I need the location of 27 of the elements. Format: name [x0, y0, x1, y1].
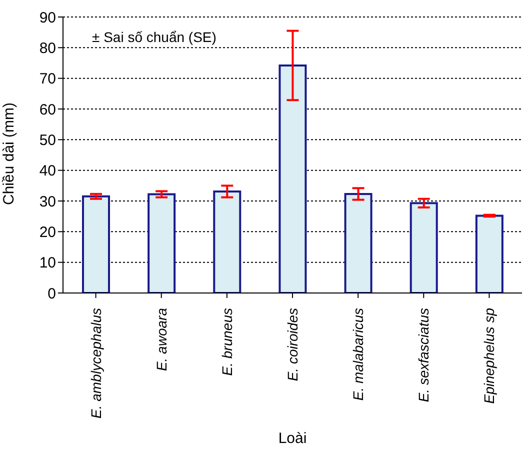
y-tick-label: 10	[39, 254, 56, 272]
y-tick-label: 70	[39, 70, 56, 88]
annotation: ± Sai số chuẩn (SE)	[92, 29, 216, 45]
y-tick-label: 60	[39, 101, 56, 118]
y-tick-label: 40	[39, 162, 56, 180]
y-tick-label: 90	[39, 9, 56, 26]
y-tick-label: 80	[39, 40, 56, 57]
x-tick-label: E. sexfasciatus	[416, 308, 432, 402]
x-tick-label: E. awoara	[153, 308, 170, 372]
y-tick-label: 30	[39, 193, 56, 210]
x-tick-label: E. malabaricus	[350, 308, 366, 401]
y-tick-label: 20	[39, 224, 56, 241]
bar	[410, 202, 438, 293]
y-axis-title: Chiều dài (mm)	[0, 102, 18, 205]
bar	[213, 190, 242, 293]
x-tick-label: Epinephelus sp	[481, 308, 498, 404]
bar	[82, 195, 110, 293]
y-tick-label: 0	[48, 285, 56, 302]
y-tick-label: 50	[39, 132, 56, 149]
bar	[344, 192, 372, 293]
x-axis-title: Loài	[278, 430, 307, 447]
x-tick-label: E. coiroides	[284, 308, 300, 382]
x-tick-label: E. amblycephalus	[88, 308, 104, 419]
bar	[148, 193, 176, 293]
bar	[475, 214, 504, 293]
bar	[278, 64, 307, 293]
x-tick-label: E. bruneus	[218, 308, 235, 376]
